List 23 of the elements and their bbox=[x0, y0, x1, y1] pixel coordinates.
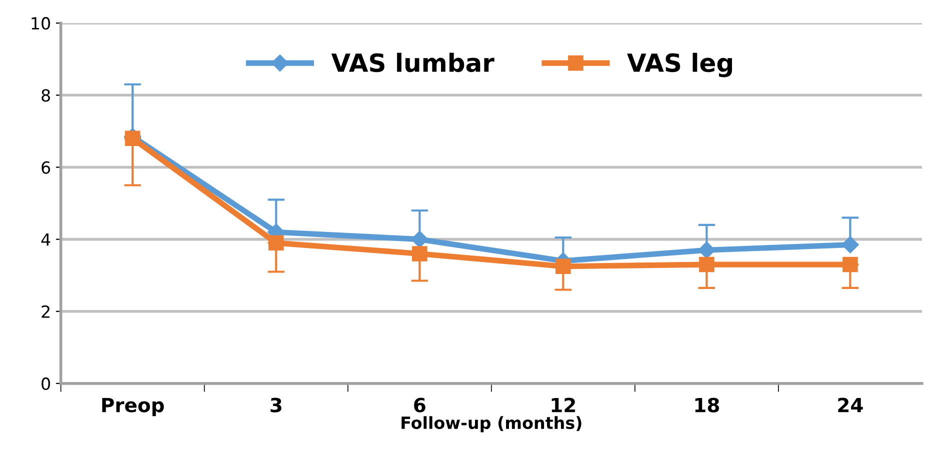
point bbox=[699, 256, 714, 272]
point bbox=[556, 258, 571, 274]
x-tick-label: Preop bbox=[102, 398, 164, 416]
point bbox=[842, 236, 859, 254]
legend-label: VAS lumbar bbox=[331, 52, 494, 72]
x-tick-label: 6 bbox=[414, 398, 426, 412]
x-tick-label: 18 bbox=[695, 398, 720, 412]
y-tick-label: 10 bbox=[32, 17, 50, 30]
x-axis-title: Follow-up (months) bbox=[402, 416, 582, 432]
y-tick-label: 8 bbox=[42, 89, 50, 102]
y-tick-label: 6 bbox=[42, 161, 50, 174]
y-tick-label: 2 bbox=[42, 305, 50, 318]
x-tick-label: 12 bbox=[552, 398, 575, 412]
point bbox=[411, 230, 428, 248]
point bbox=[268, 235, 284, 251]
point bbox=[842, 256, 858, 272]
y-tick-label: 4 bbox=[41, 233, 50, 246]
point bbox=[124, 130, 140, 146]
legend-label: VAS leg bbox=[627, 52, 732, 78]
x-tick-label: 24 bbox=[838, 398, 863, 412]
x-tick-label: 3 bbox=[270, 398, 282, 412]
y-tick-label: 0 bbox=[42, 377, 50, 390]
point bbox=[412, 246, 428, 262]
